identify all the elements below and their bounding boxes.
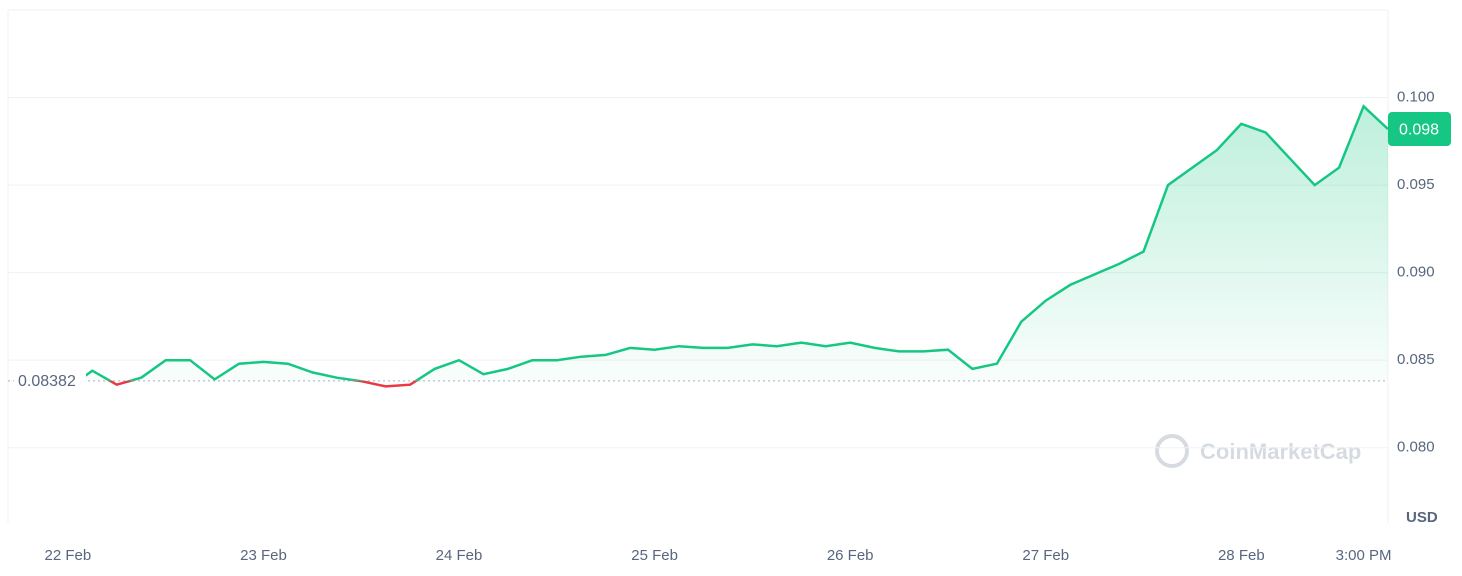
current-price-label: 0.098	[1399, 121, 1439, 138]
x-tick-label: 28 Feb	[1218, 547, 1265, 564]
y-unit: USD	[1406, 509, 1438, 526]
watermark: CoinMarketCap	[1155, 434, 1361, 468]
x-tick-label: 27 Feb	[1022, 547, 1069, 564]
x-tick-label: 3:00 PM	[1336, 547, 1392, 564]
watermark-text: CoinMarketCap	[1200, 439, 1361, 464]
y-tick-label: 0.100	[1397, 89, 1435, 106]
y-tick-label: 0.085	[1397, 351, 1435, 368]
reference-label: 0.08382	[18, 373, 76, 390]
x-tick-label: 26 Feb	[827, 547, 874, 564]
y-tick-label: 0.080	[1397, 439, 1435, 456]
current-price-box	[1388, 112, 1451, 147]
price-line	[76, 104, 1388, 381]
y-tick-label: 0.090	[1397, 264, 1435, 281]
reference-label-bg	[14, 369, 86, 392]
area-fill	[78, 106, 1388, 381]
y-tick-label: 0.095	[1397, 176, 1435, 193]
watermark-logo	[1155, 434, 1189, 468]
x-tick-label: 22 Feb	[45, 547, 92, 564]
x-tick-label: 24 Feb	[436, 547, 483, 564]
x-tick-label: 23 Feb	[240, 547, 287, 564]
x-tick-label: 25 Feb	[631, 547, 678, 564]
